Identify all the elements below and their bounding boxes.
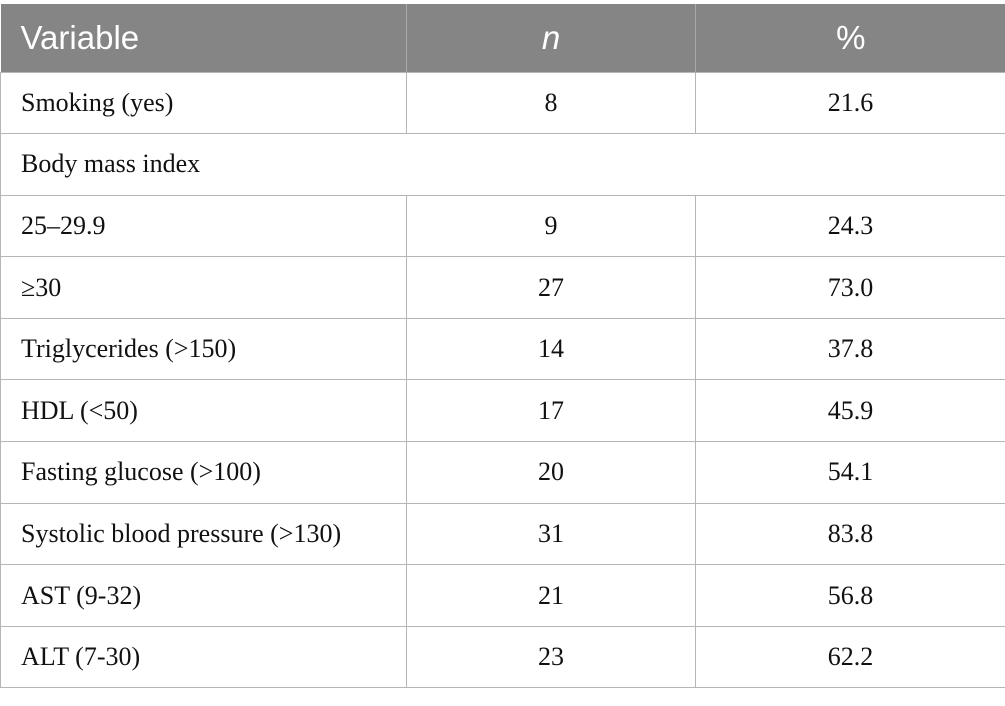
header-variable: Variable (0, 4, 407, 72)
table-row: Triglycerides (>150) 14 37.8 (0, 317, 1005, 381)
row-n: 20 (406, 441, 696, 504)
table-row: HDL (<50) 17 45.9 (0, 379, 1005, 443)
row-n: 31 (406, 502, 696, 566)
table-row: Fasting glucose (>100) 20 54.1 (0, 441, 1005, 504)
row-label: HDL (<50) (0, 379, 407, 443)
row-n: 9 (406, 194, 696, 258)
table-row: ≥30 27 73.0 (0, 256, 1005, 319)
row-label: 25–29.9 (0, 194, 407, 258)
row-percent: 37.8 (695, 317, 1005, 381)
row-percent: 24.3 (695, 194, 1005, 258)
table-body: Smoking (yes) 8 21.6 Body mass index 25–… (0, 71, 1005, 689)
row-n: 8 (406, 71, 696, 135)
header-row: Variable n % (0, 4, 1005, 72)
header-n: n (406, 4, 696, 72)
row-percent: 54.1 (695, 441, 1005, 504)
row-n: 27 (406, 256, 696, 319)
section-label: Body mass index (0, 133, 1005, 196)
data-table: Variable n % Smoking (yes) 8 21.6 Body m… (0, 4, 1005, 689)
header-percent: % (695, 4, 1005, 72)
row-percent: 21.6 (695, 71, 1005, 135)
table-row: AST (9-32) 21 56.8 (0, 564, 1005, 627)
row-percent: 62.2 (695, 625, 1005, 689)
table-header: Variable n % (0, 4, 1005, 72)
table-row: 25–29.9 9 24.3 (0, 194, 1005, 258)
row-n: 17 (406, 379, 696, 443)
row-n: 14 (406, 317, 696, 381)
row-percent: 56.8 (695, 564, 1005, 627)
table-row: Smoking (yes) 8 21.6 (0, 71, 1005, 135)
row-label: ≥30 (0, 256, 407, 319)
row-percent: 45.9 (695, 379, 1005, 443)
row-label: Systolic blood pressure (>130) (0, 502, 407, 566)
row-label: Smoking (yes) (0, 71, 407, 135)
table-section-row: Body mass index (0, 133, 1005, 196)
row-label: Triglycerides (>150) (0, 317, 407, 381)
table-row: Systolic blood pressure (>130) 31 83.8 (0, 502, 1005, 566)
row-percent: 83.8 (695, 502, 1005, 566)
row-n: 23 (406, 625, 696, 689)
row-n: 21 (406, 564, 696, 627)
row-label: ALT (7-30) (0, 625, 407, 689)
row-label: AST (9-32) (0, 564, 407, 627)
row-label: Fasting glucose (>100) (0, 441, 407, 504)
row-percent: 73.0 (695, 256, 1005, 319)
table-row: ALT (7-30) 23 62.2 (0, 625, 1005, 689)
